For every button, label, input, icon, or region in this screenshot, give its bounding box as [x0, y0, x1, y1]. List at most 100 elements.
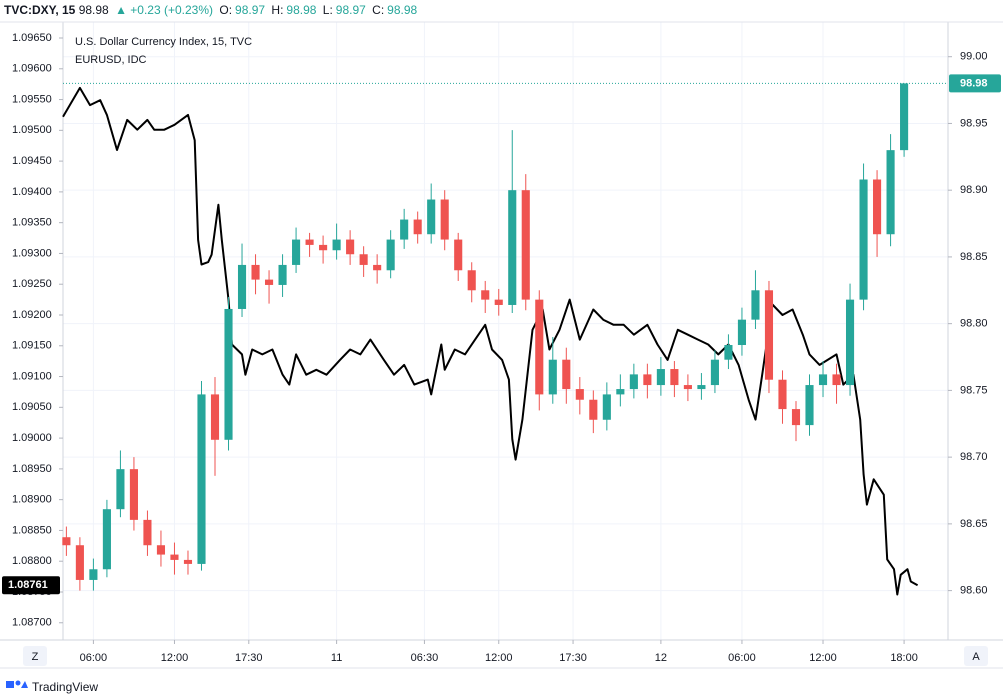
y-tick-label: 1.09400: [12, 186, 52, 198]
candle-body: [832, 374, 841, 386]
y-tick-label: 1.08950: [12, 463, 52, 475]
candle-body: [197, 394, 206, 564]
last-price-box: [949, 74, 1001, 93]
y-tick-label: 1.09600: [12, 63, 52, 75]
y-tick-label: 1.08700: [12, 617, 52, 629]
candle-body: [454, 239, 463, 271]
candle-body: [697, 385, 706, 390]
candle-body: [292, 239, 301, 265]
x-tick-label: 12:00: [809, 652, 837, 664]
y-tick-label: 1.09000: [12, 432, 52, 444]
y-tick-label: 1.09500: [12, 124, 52, 136]
candle-body: [386, 239, 395, 271]
candle-body: [778, 379, 787, 410]
candle-body: [683, 385, 692, 390]
candle-body: [805, 385, 814, 426]
candle-body: [900, 83, 909, 151]
y2-tick-label: 98.60: [960, 585, 988, 597]
candle-body: [791, 409, 801, 426]
candle-body: [521, 190, 530, 300]
candle-body: [886, 150, 895, 235]
x-tick-label: 06:30: [411, 652, 439, 664]
x-tick-label: 12: [655, 652, 667, 664]
ohlc-value: 98.97: [235, 3, 266, 17]
candle-body: [62, 537, 71, 546]
candle-body: [616, 389, 625, 395]
candle-body: [170, 554, 179, 560]
candle-body: [332, 239, 341, 251]
y-tick-label: 1.08850: [12, 524, 52, 536]
zoom-button[interactable]: [23, 646, 47, 666]
candle-body: [237, 264, 247, 309]
legend-entry: EURUSD, IDC: [75, 54, 147, 66]
y-tick-label: 1.09450: [12, 155, 52, 167]
auto-button-label[interactable]: A: [972, 651, 980, 663]
change: ▲ +0.23 (+0.23%): [115, 3, 214, 17]
x-tick-label: 18:00: [890, 652, 918, 664]
candle-body: [670, 369, 679, 386]
candle-body: [764, 290, 774, 380]
y-tick-label: 1.09200: [12, 309, 52, 321]
ohlc-label: C:: [372, 3, 385, 17]
candle-body: [224, 308, 233, 440]
y-tick-label: 1.09550: [12, 93, 52, 105]
y-tick-label: 1.08900: [12, 494, 52, 506]
last-value-label: 1.08761: [8, 579, 48, 591]
y-tick-label: 1.09050: [12, 401, 52, 413]
header: TVC:DXY, 15 98.98 ▲ +0.23 (+0.23%) O: 98.…: [4, 3, 420, 17]
candle-body: [89, 569, 98, 580]
x-tick-label: 11: [331, 652, 342, 664]
x-tick-label: 17:30: [559, 652, 587, 664]
candle-body: [710, 359, 719, 386]
y-tick-label: 1.09150: [12, 340, 52, 352]
last-value-box: [2, 576, 60, 595]
candle-body: [737, 319, 747, 346]
symbol: TVC:DXY, 15: [4, 3, 76, 17]
candle-body: [373, 264, 382, 271]
x-tick-label: 06:00: [728, 652, 756, 664]
candle-body: [508, 190, 517, 305]
candle-body: [467, 270, 476, 291]
y2-tick-label: 99.00: [960, 51, 988, 63]
candle-body: [143, 519, 152, 546]
candle-body: [751, 290, 760, 320]
candle-body: [440, 199, 449, 240]
legend-entry: U.S. Dollar Currency Index, 15, TVC: [75, 36, 252, 48]
zoom-button-label[interactable]: Z: [32, 651, 39, 663]
candle-body: [859, 179, 868, 300]
ohlc-label: O:: [219, 3, 233, 17]
candle-body: [210, 394, 220, 440]
candle-body: [183, 559, 193, 564]
y2-tick-label: 98.90: [960, 184, 988, 196]
brand-logo: [6, 680, 28, 688]
candle-body: [359, 254, 368, 265]
candle-body: [629, 374, 638, 390]
candle-body: [75, 545, 84, 580]
candle-body: [535, 299, 544, 395]
candle-body: [264, 279, 274, 285]
candle-body: [129, 469, 138, 520]
candle-body: [116, 469, 125, 510]
candle-body: [656, 369, 665, 386]
candle-body: [548, 359, 557, 395]
y2-tick-label: 98.75: [960, 384, 988, 396]
y-tick-label: 1.08800: [12, 555, 52, 567]
candle-body: [602, 394, 611, 420]
y-tick-label: 1.09300: [12, 247, 52, 259]
x-tick-label: 17:30: [235, 652, 263, 664]
candle-body: [319, 244, 328, 251]
candle-body: [494, 299, 503, 305]
candle-body: [818, 374, 828, 386]
auto-button[interactable]: [964, 646, 988, 666]
candle-body: [427, 199, 436, 235]
candle-body: [413, 219, 422, 235]
brand-name: TradingView: [32, 680, 98, 694]
candle-body: [251, 264, 260, 280]
x-tick-label: 12:00: [485, 652, 513, 664]
candle-body: [562, 359, 571, 390]
candle-body: [643, 374, 652, 386]
candle-body: [400, 219, 409, 240]
candle-body: [873, 179, 882, 235]
